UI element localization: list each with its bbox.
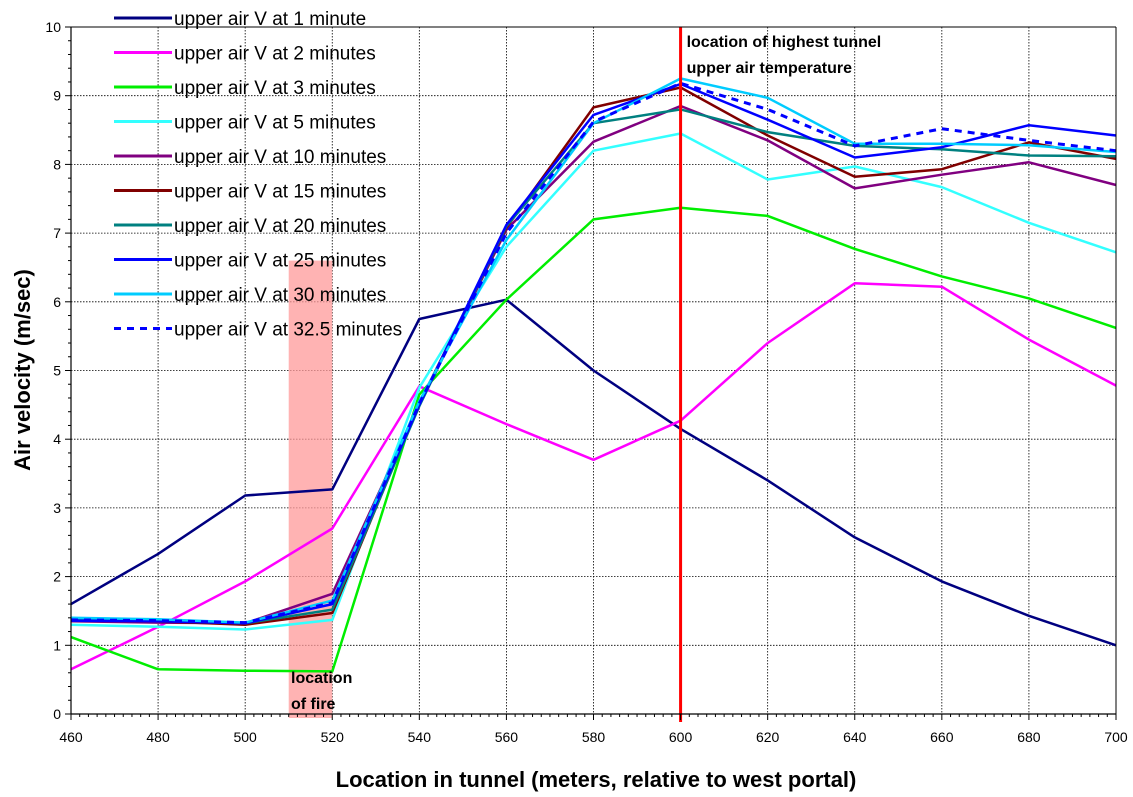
series-lines xyxy=(70,77,1117,673)
legend-label-1: upper air V at 1 minute xyxy=(174,9,366,30)
legend-label-9: upper air V at 30 minutes xyxy=(174,285,386,306)
y-tick-label: 4 xyxy=(53,431,61,447)
x-tick-label: 640 xyxy=(843,729,867,745)
y-tick-label: 5 xyxy=(53,363,61,379)
y-tick-label: 1 xyxy=(53,637,61,653)
series-line-10 xyxy=(70,81,1117,625)
y-tick-label: 7 xyxy=(53,225,61,241)
x-tick-label: 540 xyxy=(408,729,432,745)
axes xyxy=(65,26,1117,720)
y-tick-label: 0 xyxy=(53,706,61,722)
legend-label-4: upper air V at 5 minutes xyxy=(174,113,376,134)
legend-label-10: upper air V at 32.5 minutes xyxy=(174,320,402,341)
y-tick-label: 3 xyxy=(53,500,61,516)
x-tick-label: 560 xyxy=(495,729,519,745)
legend-label-6: upper air V at 15 minutes xyxy=(174,182,386,203)
x-axis-title: Location in tunnel (meters, relative to … xyxy=(336,767,857,792)
legend: upper air V at 1 minute upper air V at 2 … xyxy=(114,9,402,341)
x-tick-label: 580 xyxy=(582,729,606,745)
x-tick-label: 520 xyxy=(321,729,345,745)
x-tick-label: 680 xyxy=(1017,729,1041,745)
x-tick-label: 460 xyxy=(59,729,83,745)
series-line-2 xyxy=(70,282,1117,671)
legend-label-2: upper air V at 2 minutes xyxy=(174,44,376,65)
y-tick-label: 8 xyxy=(53,156,61,172)
y-tick-label: 2 xyxy=(53,569,61,585)
peak-annotation-line-2: upper air temperature xyxy=(687,60,852,77)
y-tick-label: 6 xyxy=(53,294,61,310)
x-tick-label: 480 xyxy=(146,729,170,745)
legend-label-3: upper air V at 3 minutes xyxy=(174,78,376,99)
x-tick-label: 500 xyxy=(233,729,257,745)
legend-label-8: upper air V at 25 minutes xyxy=(174,251,386,272)
legend-label-7: upper air V at 20 minutes xyxy=(174,216,386,237)
legend-label-5: upper air V at 10 minutes xyxy=(174,147,386,168)
y-axis-title: Air velocity (m/sec) xyxy=(10,269,35,471)
fire-annotation-line-1: location xyxy=(291,670,352,687)
peak-annotation-line-1: location of highest tunnel xyxy=(687,34,882,51)
series-line-1 xyxy=(70,298,1117,647)
x-tick-label: 660 xyxy=(930,729,954,745)
fire-annotation-line-2: of fire xyxy=(291,696,336,713)
x-tick-label: 620 xyxy=(756,729,780,745)
series-line-6 xyxy=(70,86,1117,626)
annotations: location of highest tunnel upper air temp… xyxy=(291,34,881,713)
x-tick-label: 700 xyxy=(1104,729,1128,745)
series-line-3 xyxy=(70,206,1117,673)
y-tick-label: 9 xyxy=(53,88,61,104)
tick-labels: 460 480 500 520 540 560 580 600 620 640 660 680 700 0… xyxy=(45,19,1127,745)
y-tick-label: 10 xyxy=(45,19,61,35)
x-tick-label: 600 xyxy=(669,729,693,745)
series-line-4 xyxy=(70,132,1117,631)
